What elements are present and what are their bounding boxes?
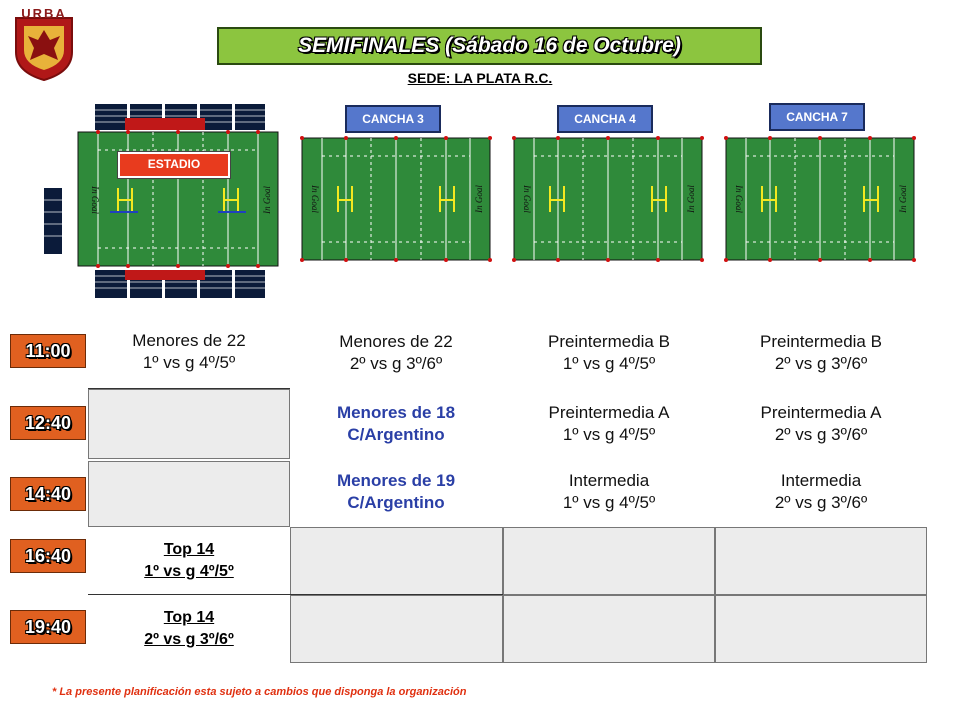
schedule-cell-empty (503, 595, 715, 663)
schedule-cell-empty (715, 595, 927, 663)
court-3-ingoal-left: In Goal (310, 184, 320, 213)
schedule-cell: Intermedia 1º vs g 4º/5º (562, 471, 656, 512)
stadium-ingoal-left: In Goal (90, 185, 100, 214)
court-7-ingoal-right: In Goal (898, 185, 908, 214)
divider (88, 594, 290, 595)
time-slot-4: 16:40 (10, 539, 86, 573)
stadium-diagram: In Goal In Goal (44, 104, 279, 298)
page-title: SEMIFINALES (Sábado 16 de Octubre) (298, 34, 681, 57)
time-slot-2: 12:40 (10, 406, 86, 440)
schedule-cell: Top 14 1º vs g 4º/5º (144, 541, 234, 580)
title-banner: SEMIFINALES (Sábado 16 de Octubre) (217, 27, 762, 65)
schedule-cell-empty (290, 527, 503, 595)
time-slot-1: 11:00 (10, 334, 86, 368)
schedule-cell: Menores de 22 2º vs g 3º/6º (339, 332, 453, 373)
schedule-cell-empty (88, 389, 290, 459)
schedule-cell: Menores de 18 C/Argentino (336, 403, 456, 444)
urba-logo (15, 17, 73, 82)
logo-text: URBA (21, 6, 67, 21)
schedule-cell-empty (715, 527, 927, 595)
schedule-cell-empty (88, 461, 290, 527)
court-4-label: CANCHA 4 (557, 105, 653, 133)
schedule-cell-empty (290, 595, 503, 663)
court-7-diagram: In Goal In Goal (724, 136, 916, 262)
schedule-cell: Preintermedia A 2º vs g 3º/6º (760, 403, 882, 444)
stadium-ingoal-right: In Goal (262, 186, 272, 215)
court-3-diagram: In Goal In Goal (300, 136, 492, 262)
time-slot-5: 19:40 (10, 610, 86, 644)
court-7-label: CANCHA 7 (769, 103, 865, 131)
divider (290, 594, 503, 595)
divider (88, 388, 290, 389)
court-4-ingoal-left: In Goal (522, 184, 532, 213)
schedule-cell: Preintermedia B 1º vs g 4º/5º (548, 332, 670, 373)
stadium-label: ESTADIO (117, 151, 231, 179)
schedule-cell: Top 14 2º vs g 3º/6º (144, 609, 234, 648)
court-3-label: CANCHA 3 (345, 105, 441, 133)
schedule-cell: Menores de 19 C/Argentino (336, 471, 456, 512)
court-4-ingoal-right: In Goal (686, 185, 696, 214)
schedule-cell: Preintermedia A 1º vs g 4º/5º (548, 403, 670, 444)
court-7-ingoal-left: In Goal (734, 184, 744, 213)
footer-note: * La presente planificación esta sujeto … (52, 686, 467, 698)
schedule-cell: Menores de 22 1º vs g 4º/5º (132, 331, 246, 372)
schedule-cell: Preintermedia B 2º vs g 3º/6º (760, 332, 882, 373)
time-slot-3: 14:40 (10, 477, 86, 511)
venue-subtitle: SEDE: LA PLATA R.C. (407, 70, 553, 86)
schedule-cell: Intermedia 2º vs g 3º/6º (774, 471, 868, 512)
schedule-cell-empty (503, 527, 715, 595)
court-4-diagram: In Goal In Goal (512, 136, 704, 262)
court-3-ingoal-right: In Goal (474, 185, 484, 214)
